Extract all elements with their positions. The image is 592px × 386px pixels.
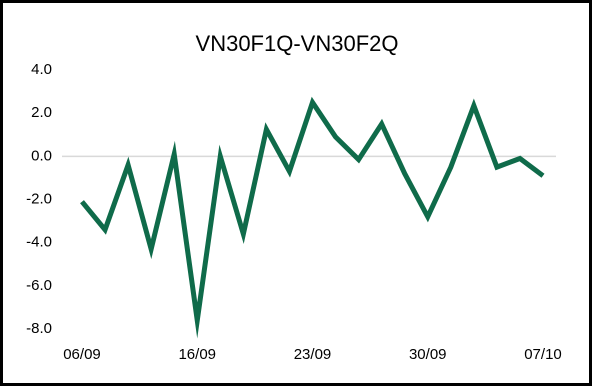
x-tick-label: 30/09 (409, 346, 447, 363)
line-series (80, 96, 545, 339)
y-tick-label: -4.0 (26, 234, 52, 251)
y-tick-label: 0.0 (31, 147, 52, 164)
chart-title: VN30F1Q-VN30F2Q (196, 31, 399, 56)
x-tick-label: 06/09 (63, 346, 101, 363)
x-tick-label: 16/09 (178, 346, 216, 363)
y-tick-label: -8.0 (26, 320, 52, 337)
y-tick-label: 4.0 (31, 61, 52, 78)
y-tick-label: 2.0 (31, 104, 52, 121)
y-tick-label: -2.0 (26, 190, 52, 207)
y-tick-label: -6.0 (26, 277, 52, 294)
x-tick-label: 07/10 (524, 346, 562, 363)
x-tick-label: 23/09 (294, 346, 332, 363)
